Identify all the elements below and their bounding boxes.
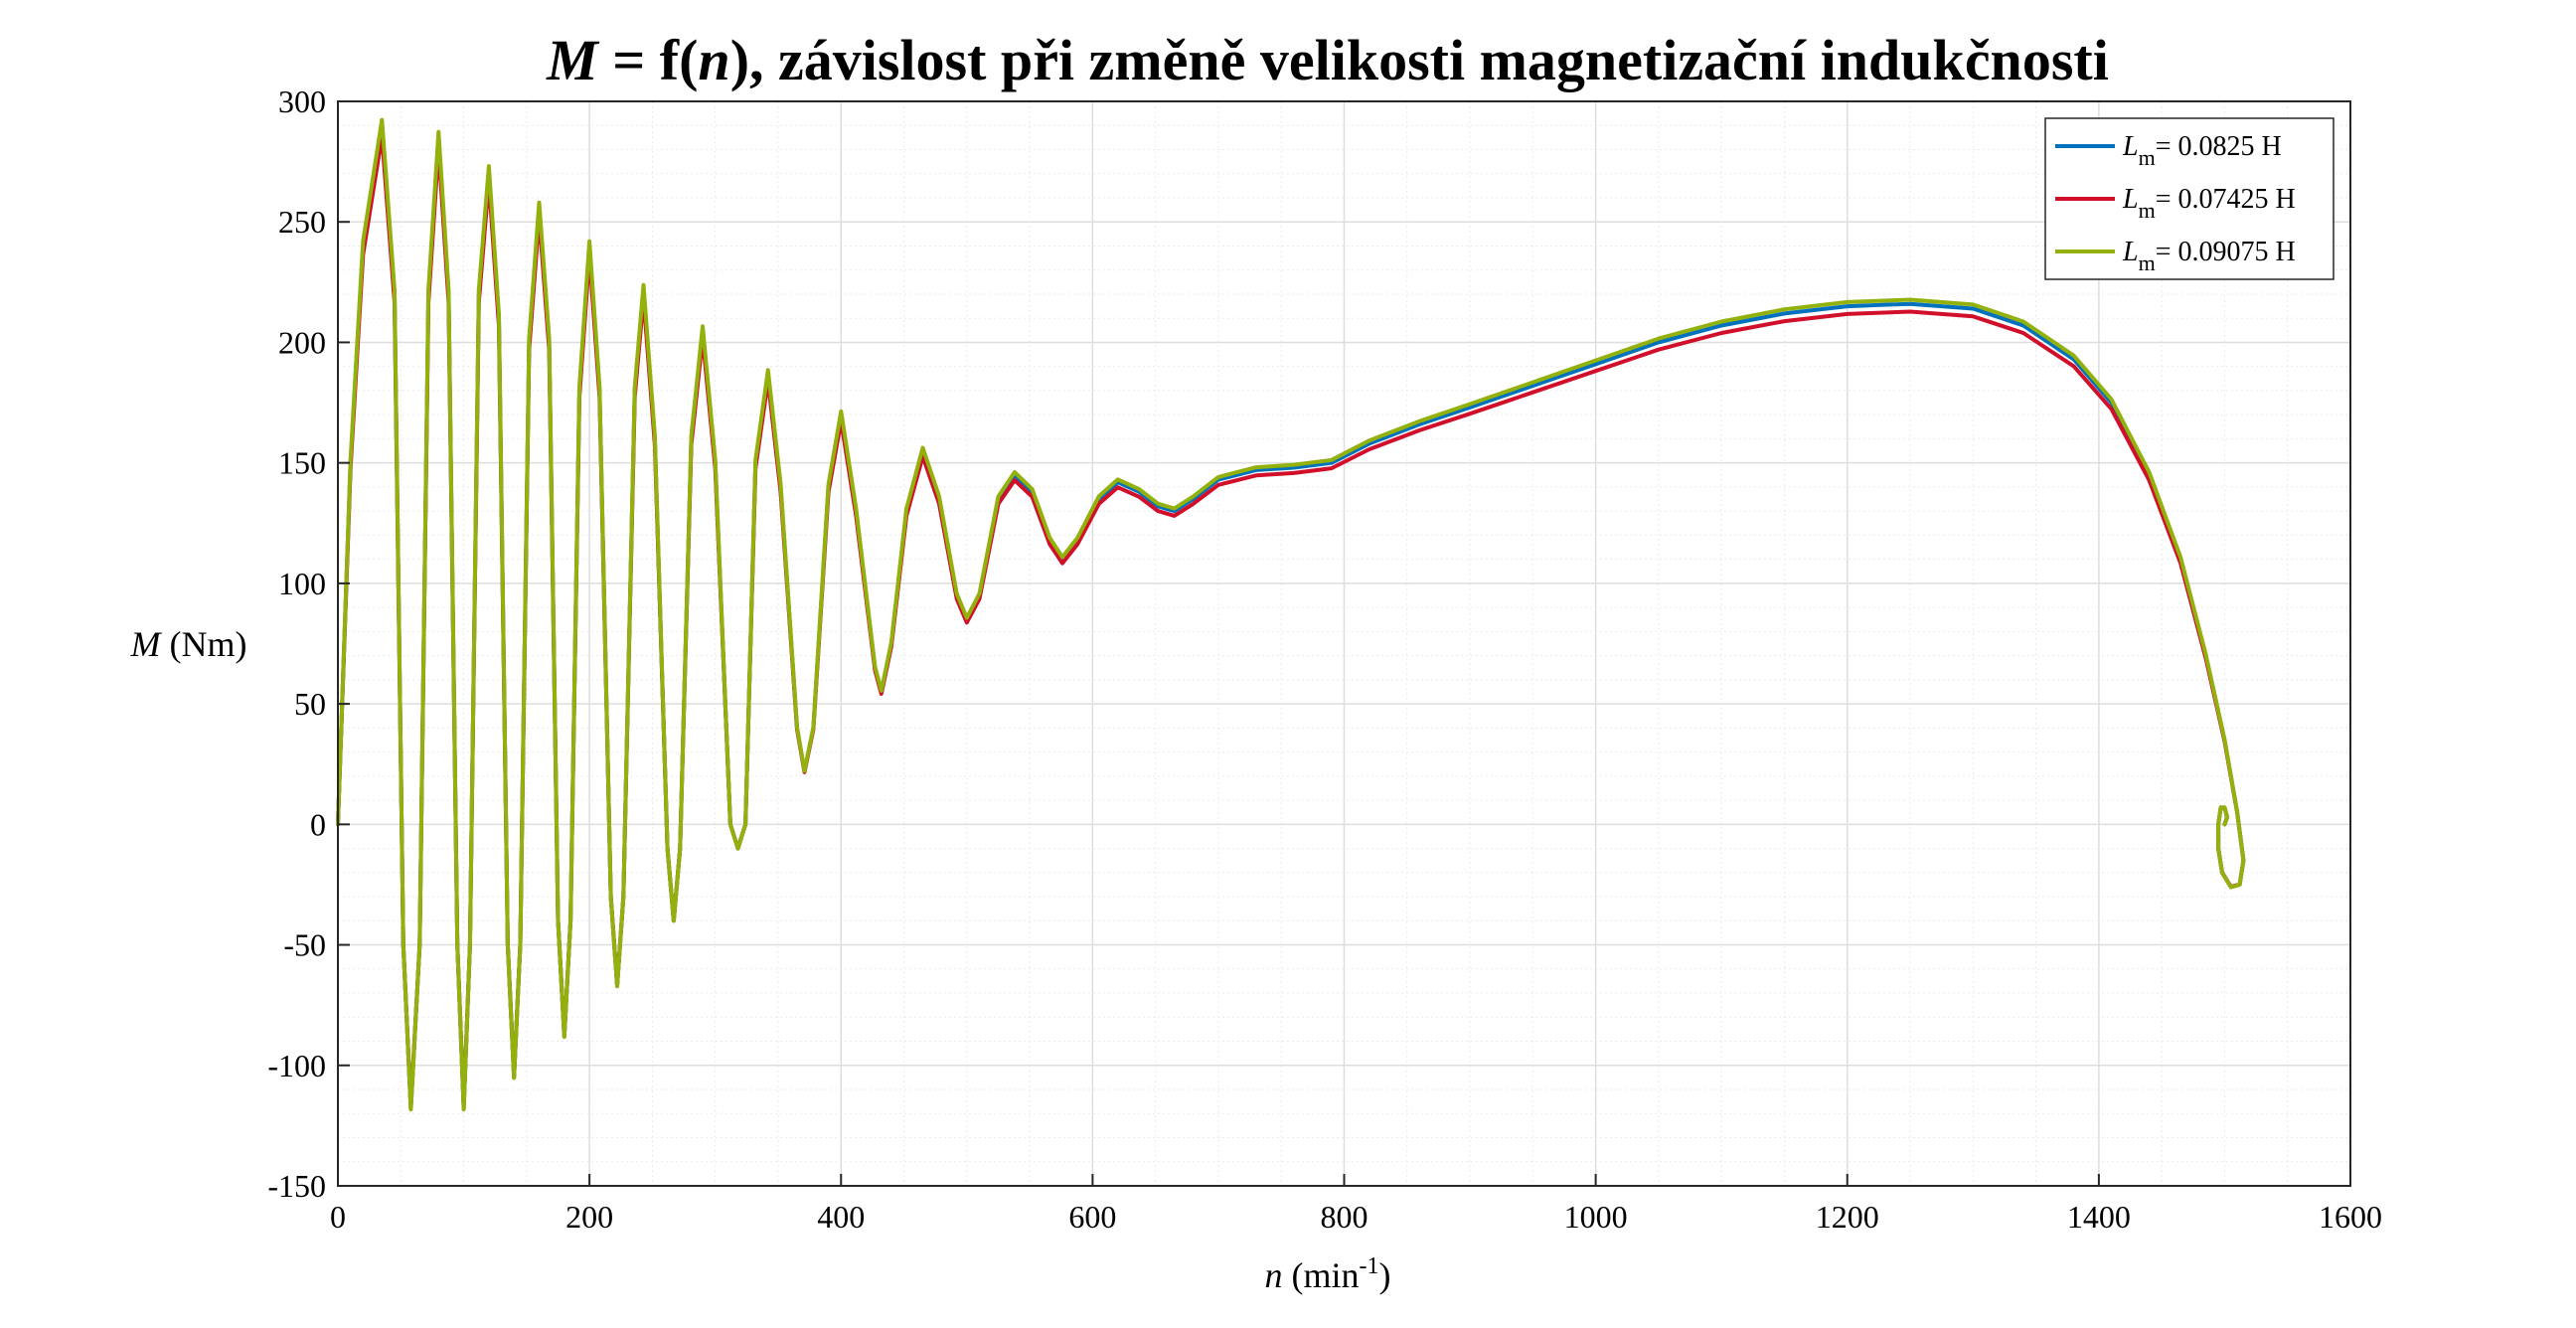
- y-axis-label-var: M: [130, 624, 163, 664]
- y-tick-label: 100: [278, 566, 326, 601]
- legend-var-1: L: [2122, 184, 2139, 215]
- x-axis-label-unit: (min: [1283, 1255, 1360, 1295]
- y-tick-label: 250: [278, 204, 326, 240]
- x-axis-label-close: ): [1379, 1255, 1391, 1295]
- legend-value-2: = 0.09075 H: [2156, 237, 2296, 267]
- minor-grid: [338, 101, 2350, 1186]
- y-tick-label: 150: [278, 445, 326, 481]
- x-tick-label: 1200: [1816, 1199, 1879, 1235]
- x-tick-label: 200: [565, 1199, 613, 1235]
- legend-var-2: L: [2122, 237, 2139, 267]
- chart-title: M = f(n), závislost při změně velikosti …: [546, 28, 2109, 92]
- x-axis-label: n (min-1): [1265, 1253, 1391, 1295]
- title-part-0: M: [546, 28, 600, 92]
- title-part-2: n: [698, 28, 729, 92]
- legend-value-1: = 0.07425 H: [2156, 184, 2296, 215]
- y-tick-label: -50: [283, 927, 326, 963]
- legend-value-0: = 0.0825 H: [2156, 131, 2282, 162]
- y-tick-label: 50: [294, 686, 326, 722]
- x-tick-label: 1000: [1564, 1199, 1628, 1235]
- y-axis-label: M (Nm): [130, 624, 247, 664]
- x-axis-label-var: n: [1265, 1255, 1283, 1295]
- legend-label-1: Lm= 0.07425 H: [2122, 184, 2296, 223]
- legend-sub-0: m: [2139, 145, 2156, 170]
- y-axis-label-unit: (Nm): [161, 624, 247, 664]
- x-tick-label: 400: [817, 1199, 865, 1235]
- x-tick-label: 800: [1321, 1199, 1368, 1235]
- y-tick-label: -100: [267, 1048, 326, 1083]
- legend-var-0: L: [2122, 131, 2139, 162]
- legend: Lm= 0.0825 HLm= 0.07425 HLm= 0.09075 H: [2044, 117, 2334, 280]
- x-tick-label: 1400: [2067, 1199, 2131, 1235]
- y-tick-label: 200: [278, 324, 326, 360]
- x-tick-label: 600: [1068, 1199, 1116, 1235]
- legend-sub-2: m: [2139, 250, 2156, 275]
- series-layer: [336, 117, 2246, 1112]
- x-tick-label: 1600: [2319, 1199, 2382, 1235]
- series-line-2: [336, 117, 2246, 1112]
- legend-label-2: Lm= 0.09075 H: [2122, 237, 2296, 275]
- title-part-3: ), závislost při změně velikosti magneti…: [730, 28, 2109, 92]
- y-tick-label: 0: [310, 806, 326, 842]
- title-part-1: = f(: [598, 28, 699, 92]
- y-tick-label: 300: [278, 83, 326, 119]
- y-tick-label: -150: [267, 1168, 326, 1204]
- x-axis-label-sup: -1: [1360, 1253, 1379, 1279]
- legend-sub-1: m: [2139, 198, 2156, 223]
- legend-label-0: Lm= 0.0825 H: [2122, 131, 2282, 170]
- ticks-layer: 0 200 400 600 800 1000 1200 1400 1600-150-100-50…: [267, 83, 2382, 1235]
- x-tick-label: 0: [330, 1199, 346, 1235]
